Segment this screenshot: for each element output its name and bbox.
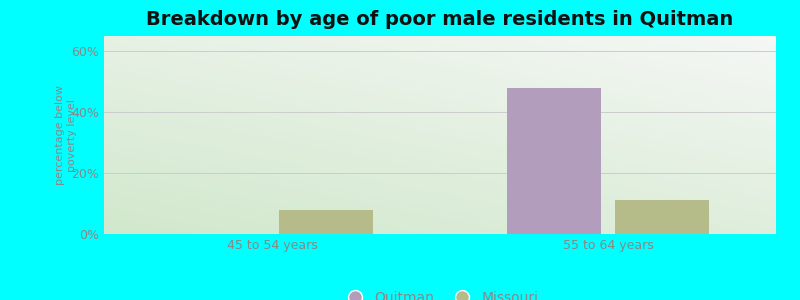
Bar <box>278 210 373 234</box>
Bar <box>614 200 709 234</box>
Bar <box>507 88 602 234</box>
Title: Breakdown by age of poor male residents in Quitman: Breakdown by age of poor male residents … <box>146 10 734 29</box>
Y-axis label: percentage below
poverty level: percentage below poverty level <box>55 85 77 185</box>
Legend: Quitman, Missouri: Quitman, Missouri <box>336 285 544 300</box>
